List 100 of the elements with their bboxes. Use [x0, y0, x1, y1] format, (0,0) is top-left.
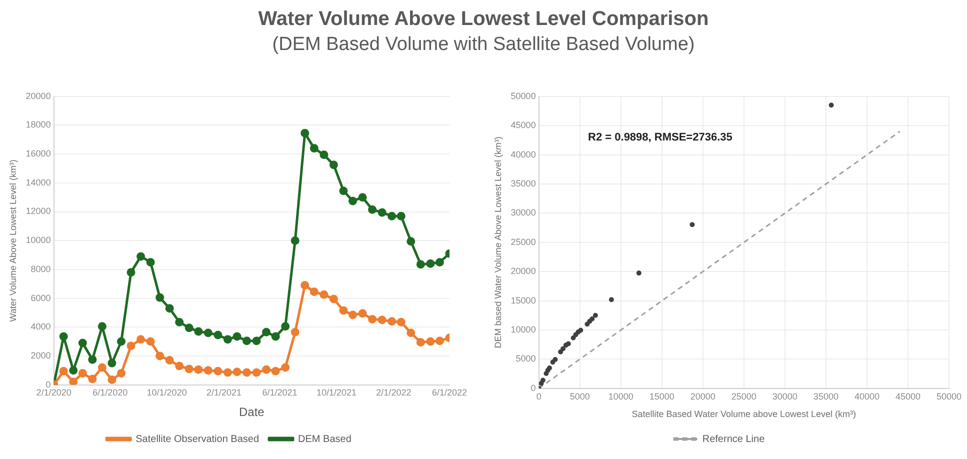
point	[146, 337, 155, 346]
x-tick-label: 10/1/2020	[146, 388, 187, 398]
point	[271, 332, 280, 341]
y-tick-label: 10000	[26, 235, 51, 246]
x-tick-label: 6/1/2020	[92, 388, 128, 398]
x-tick-label: 25000	[731, 391, 756, 402]
point	[194, 327, 203, 336]
point	[108, 358, 116, 368]
x-tick-label: 6/1/2021	[262, 388, 298, 398]
point	[320, 290, 328, 299]
x-axis-title: Date	[238, 405, 265, 420]
y-tick-label: 18000	[26, 120, 51, 130]
x-tick-label: 2/1/2020	[36, 388, 72, 398]
point	[368, 314, 377, 324]
point	[175, 362, 184, 370]
x-tick-label: 10000	[608, 391, 634, 402]
point	[184, 324, 194, 332]
chart-title: Water Volume Above Lowest Level Comparison	[257, 7, 710, 32]
x-tick-label: 30000	[772, 391, 798, 402]
x-tick-label: 2/1/2022	[376, 388, 412, 398]
point	[378, 208, 386, 217]
point	[435, 258, 444, 266]
point	[329, 160, 338, 170]
point	[339, 186, 348, 196]
point	[252, 368, 261, 377]
point	[570, 335, 576, 340]
point	[406, 328, 416, 338]
point	[388, 317, 396, 326]
point	[290, 236, 300, 245]
point	[426, 259, 435, 268]
point	[552, 356, 558, 362]
y-tick-label: 35000	[510, 178, 536, 188]
x-axis-title: Satellite Based Water Volume above Lowest Level (km³)	[632, 409, 856, 420]
x-tick-label: 10/1/2021	[316, 388, 357, 398]
point	[426, 337, 435, 346]
point	[98, 363, 106, 372]
point	[566, 341, 571, 346]
point	[636, 270, 642, 276]
point	[78, 338, 87, 348]
point	[416, 260, 425, 269]
y-tick-label: 8000	[30, 264, 51, 274]
point	[320, 150, 328, 160]
y-tick-label: 16000	[26, 148, 51, 159]
point	[281, 322, 290, 331]
point	[126, 342, 136, 350]
point	[156, 352, 164, 360]
point	[578, 328, 584, 333]
point	[194, 365, 203, 374]
point	[300, 128, 310, 138]
point	[69, 366, 78, 375]
point	[88, 374, 97, 384]
point	[271, 366, 280, 376]
point	[290, 328, 300, 336]
x-tick-label: 2/1/2021	[206, 388, 242, 398]
point	[214, 330, 222, 340]
y-tick-label: 10000	[510, 324, 536, 334]
y-tick-label: 4000	[30, 322, 51, 332]
point	[329, 294, 338, 304]
point	[339, 306, 348, 315]
point	[560, 346, 566, 352]
x-tick-label: 5000	[570, 391, 590, 402]
x-tick-label: 40000	[854, 391, 880, 402]
point	[242, 368, 252, 377]
point	[59, 332, 68, 341]
legend-label: Satellite Observation Based	[136, 434, 260, 445]
point	[59, 366, 68, 376]
point	[590, 316, 595, 322]
y-tick-label: 20000	[510, 266, 536, 276]
point	[310, 144, 318, 153]
point	[406, 237, 416, 246]
point	[388, 212, 396, 220]
point	[126, 268, 136, 277]
point	[146, 258, 155, 266]
y-tick-label: 6000	[30, 292, 51, 303]
point	[175, 318, 184, 326]
point	[828, 102, 834, 108]
point	[252, 336, 261, 346]
point	[88, 355, 97, 364]
y-tick-label: 5000	[516, 354, 536, 364]
point	[78, 369, 87, 378]
point	[358, 309, 367, 318]
point	[242, 336, 252, 346]
y-tick-label: 15000	[510, 295, 536, 306]
point	[69, 378, 78, 385]
point	[223, 335, 232, 344]
point	[165, 304, 174, 313]
point	[310, 288, 318, 296]
point	[262, 328, 271, 336]
point	[156, 293, 164, 302]
point	[358, 193, 367, 202]
x-tick-label: 50000	[936, 391, 962, 402]
point	[348, 196, 358, 206]
point	[558, 349, 564, 354]
y-tick-label: 0	[46, 379, 51, 390]
y-tick-label: 40000	[510, 149, 536, 160]
point	[204, 328, 212, 338]
point	[281, 363, 290, 372]
chart-subtitle: (DEM Based Volume with Satellite Based Volume)	[271, 33, 696, 57]
point	[262, 365, 271, 374]
y-axis-title: DEM based Water Volume Above Lowest Level (km³)	[492, 136, 503, 348]
